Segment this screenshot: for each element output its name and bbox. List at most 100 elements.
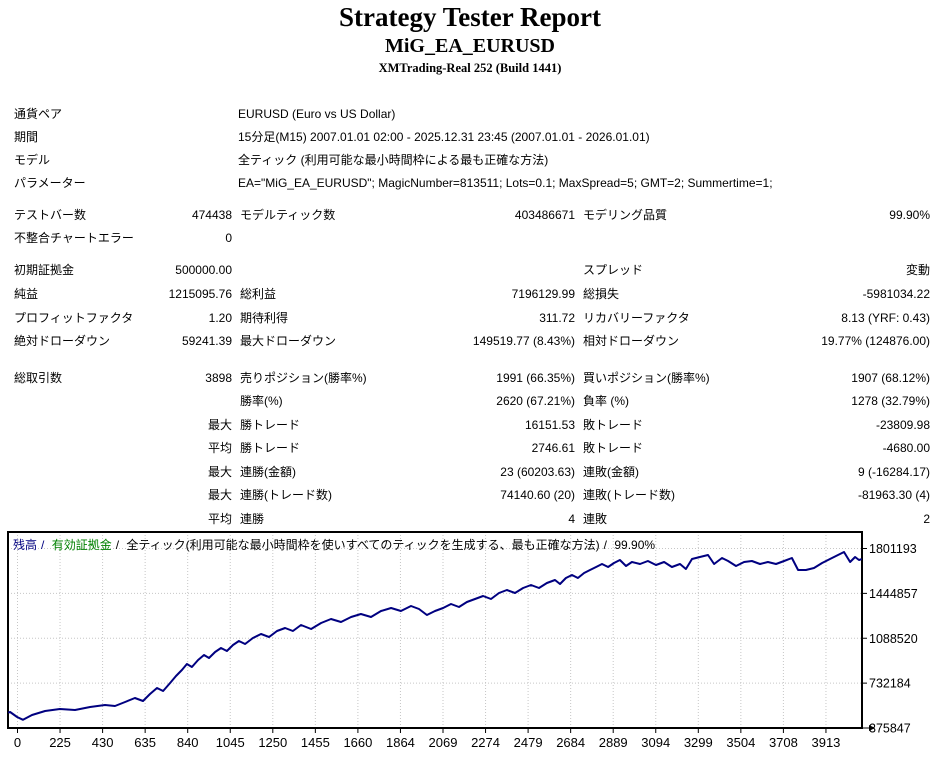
- stat-label: [14, 394, 166, 409]
- chart-frame: [7, 531, 863, 729]
- stat-label: モデリング品質: [583, 208, 668, 222]
- stat-label: 総取引数: [14, 371, 63, 385]
- y-axis-tick-label: 1088520: [869, 632, 918, 646]
- x-axis-tick-label: 2274: [471, 735, 500, 750]
- row-mismatched-errors: 不整合チャートエラー 0: [14, 231, 930, 246]
- legend-quality-value: 99.90%: [614, 538, 656, 552]
- x-axis-tick-label: 635: [134, 735, 156, 750]
- x-axis-arrowhead: [869, 725, 875, 731]
- row-largest-trade: 最大 勝トレード 16151.53 敗トレード -23809.98: [14, 418, 930, 433]
- stat-label: [14, 465, 166, 480]
- legend-separator: /: [603, 538, 607, 552]
- stat-value: 1907 (68.12%): [851, 371, 930, 385]
- stat-label: [575, 231, 742, 246]
- period-value: 15分足(M15) 2007.01.01 02:00 - 2025.12.31 …: [238, 130, 650, 144]
- stat-value: [166, 394, 232, 409]
- stat-label: 連敗(トレード数): [583, 488, 675, 502]
- stat-value: -5981034.22: [862, 287, 930, 301]
- row-period: 期間 15分足(M15) 2007.01.01 02:00 - 2025.12.…: [14, 130, 930, 145]
- stat-label: 純益: [14, 287, 39, 301]
- stat-value: 0: [225, 231, 232, 245]
- stat-label: プロフィットファクタ: [14, 311, 134, 325]
- row-parameters: パラメーター EA="MiG_EA_EURUSD"; MagicNumber=8…: [14, 176, 930, 191]
- chart-legend: 残高 / 有効証拠金 / 全ティック(利用可能な最小時間枠を使いすべてのティックを生…: [13, 536, 659, 553]
- legend-model-label: 全ティック(利用可能な最小時間枠を使いすべてのティックを生成する、最も正確な方法…: [126, 538, 600, 552]
- stat-value: 2746.61: [531, 441, 575, 455]
- parameters-value: EA="MiG_EA_EURUSD"; MagicNumber=813511; …: [238, 176, 773, 190]
- stat-value: 1.20: [208, 311, 232, 325]
- x-axis-tick-label: 1455: [301, 735, 330, 750]
- stat-value: 403486671: [514, 208, 575, 222]
- x-axis-tick-label: 3504: [726, 735, 755, 750]
- stat-label: 総損失: [583, 287, 620, 301]
- y-axis-tick-label: 1444857: [869, 587, 918, 601]
- row-symbol: 通貨ペア EURUSD (Euro vs US Dollar): [14, 107, 930, 122]
- stat-label: リカバリーファクタ: [583, 311, 690, 325]
- y-axis-tick-label: 375847: [869, 722, 911, 736]
- stat-label: 買いポジション(勝率%): [583, 371, 710, 385]
- stat-label: 売りポジション(勝率%): [240, 371, 367, 385]
- stat-label: 敗トレード: [583, 418, 644, 432]
- stat-label: モデルティック数: [240, 208, 336, 222]
- stat-value: 59241.39: [181, 334, 232, 348]
- stat-value: 2: [923, 512, 930, 526]
- x-axis-tick-label: 2069: [429, 735, 458, 750]
- x-axis-tick-label: 430: [92, 735, 114, 750]
- stat-value: 最大: [207, 465, 232, 479]
- stat-value: 7196129.99: [511, 287, 575, 301]
- x-axis-tick-label: 3913: [811, 735, 840, 750]
- stat-label: 不整合チャートエラー: [14, 231, 134, 245]
- balance-curve: [8, 551, 862, 721]
- stat-label: 総利益: [240, 287, 277, 301]
- stat-value: 3898: [205, 371, 232, 385]
- stat-value: 1991 (66.35%): [496, 371, 575, 385]
- y-axis-tick-label: 1801193: [869, 542, 917, 556]
- server-build: XMTrading-Real 252 (Build 1441): [378, 61, 562, 75]
- stat-value: 4: [568, 512, 575, 526]
- x-axis-tick-label: 2479: [514, 735, 543, 750]
- row-bars-tested: テストバー数 474438 モデルティック数 403486671 モデリング品質…: [14, 208, 930, 223]
- stat-value: 1215095.76: [168, 287, 232, 301]
- x-axis-tick-label: 840: [177, 735, 199, 750]
- stat-value: 8.13 (YRF: 0.43): [841, 311, 930, 325]
- stat-value: 最大: [207, 488, 232, 502]
- stat-value: -81963.30 (4): [857, 488, 930, 502]
- stat-value: 16151.53: [524, 418, 575, 432]
- row-initial-deposit: 初期証拠金 500000.00 スプレッド 変動: [14, 263, 930, 278]
- symbol-label: 通貨ペア: [14, 107, 63, 121]
- legend-equity-label: 有効証拠金: [51, 538, 112, 552]
- report-header: Strategy Tester Report MiG_EA_EURUSD XMT…: [0, 2, 940, 76]
- row-model: モデル 全ティック (利用可能な最小時間枠による最も正確な方法): [14, 153, 930, 168]
- stat-value: 変動: [905, 263, 930, 277]
- stat-value: 74140.60 (20): [500, 488, 575, 502]
- stat-label: 敗トレード: [583, 441, 644, 455]
- stat-label: [14, 418, 166, 433]
- row-consecutive-wins: 最大 連勝(トレード数) 74140.60 (20) 連敗(トレード数) -81…: [14, 488, 930, 503]
- stat-label: [232, 231, 397, 246]
- legend-separator: /: [115, 538, 120, 552]
- x-axis-tick-label: 1660: [343, 735, 372, 750]
- stat-label: 連敗: [583, 512, 608, 526]
- stat-label: 連勝(金額): [240, 465, 296, 479]
- x-axis-tick-label: 3708: [769, 735, 798, 750]
- row-average-consecutive: 平均 連勝 4 連敗 2: [14, 512, 930, 527]
- legend-separator: /: [41, 538, 45, 552]
- stat-value: 平均: [207, 512, 232, 526]
- stat-label: 期待利得: [240, 311, 289, 325]
- stat-value: 23 (60203.63): [500, 465, 575, 479]
- stat-label: 相対ドローダウン: [583, 334, 680, 348]
- stat-label: 連敗(金額): [583, 465, 639, 479]
- stat-value: 平均: [207, 441, 232, 455]
- x-axis-tick-label: 2684: [556, 735, 585, 750]
- model-label: モデル: [14, 153, 51, 167]
- stat-label: 勝トレード: [240, 441, 301, 455]
- stat-label: [14, 488, 166, 503]
- y-axis-tick-label: 732184: [869, 677, 911, 691]
- row-profit-factor: プロフィットファクタ 1.20 期待利得 311.72 リカバリーファクタ 8.…: [14, 311, 930, 326]
- page-title: Strategy Tester Report: [339, 2, 601, 32]
- stat-value: 474438: [191, 208, 232, 222]
- x-axis-tick-label: 3299: [684, 735, 713, 750]
- stat-value: [742, 231, 930, 246]
- x-axis-tick-label: 0: [14, 735, 21, 750]
- stat-label: [14, 441, 166, 456]
